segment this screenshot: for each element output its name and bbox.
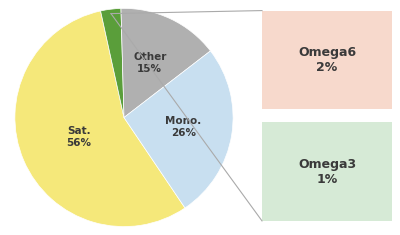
Text: Mono.
26%: Mono. 26%: [165, 116, 201, 138]
Wedge shape: [15, 11, 185, 227]
Text: Omega6
2%: Omega6 2%: [298, 46, 356, 74]
Wedge shape: [124, 51, 233, 208]
Wedge shape: [121, 8, 210, 118]
Text: Other
15%: Other 15%: [133, 52, 166, 74]
Wedge shape: [100, 8, 124, 118]
Text: Sat.
56%: Sat. 56%: [66, 126, 91, 148]
Text: Omega3
1%: Omega3 1%: [298, 157, 356, 186]
